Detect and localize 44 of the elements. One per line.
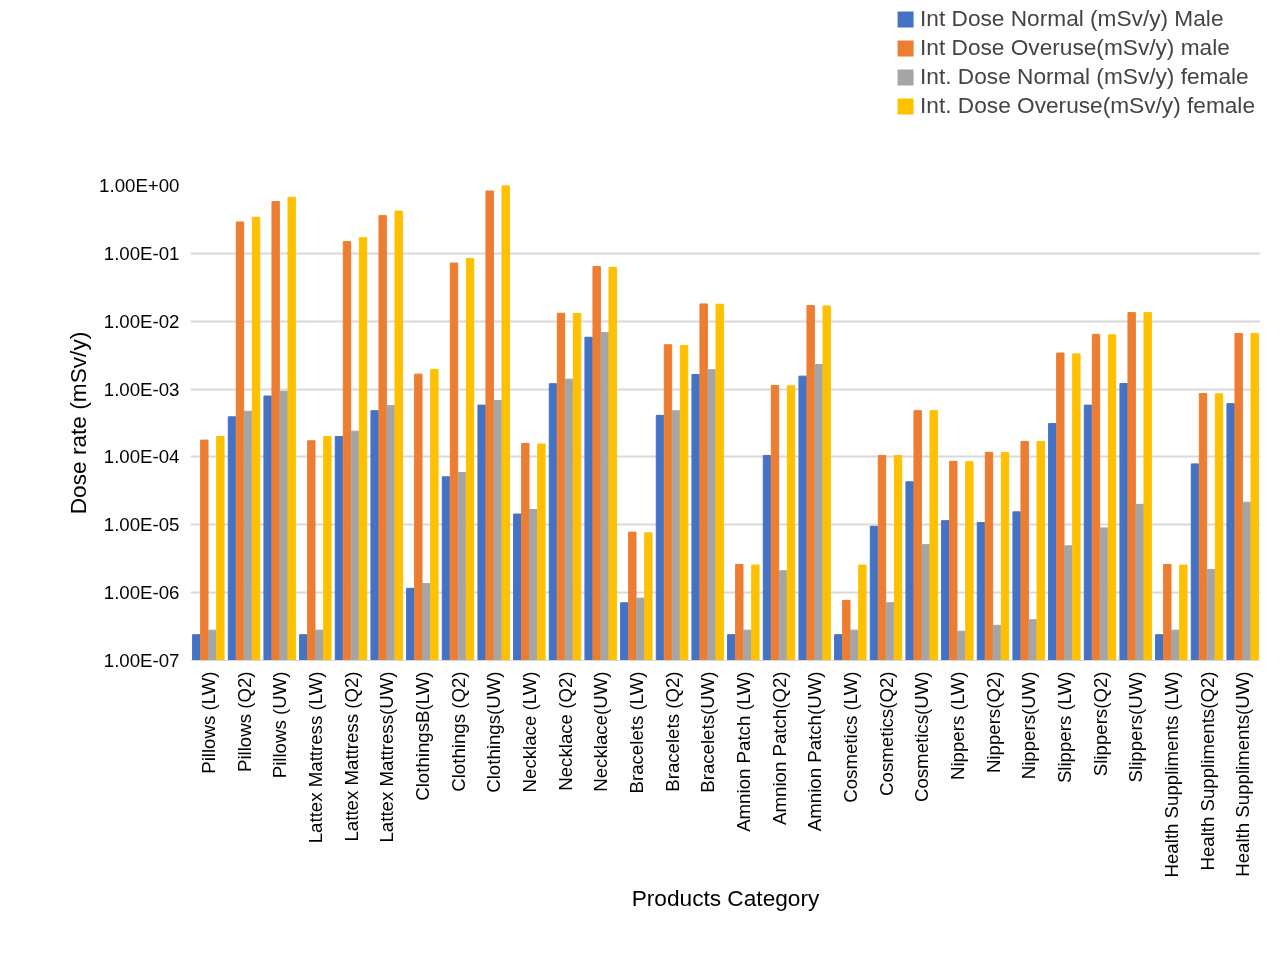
x-tick-label: Health Suppliments(UW) (1232, 671, 1254, 877)
legend-label: Int Dose Normal (mSv/y) Male (920, 5, 1224, 32)
y-axis-title: Dose rate (mSv/y) (65, 331, 92, 515)
x-tick-label: Nippers(Q2) (982, 671, 1004, 774)
x-tick-label: Pillows (UW) (269, 671, 291, 779)
x-tick-label: Lattex Mattress(UW) (376, 671, 398, 843)
x-tick-label: Cosmetics(UW) (911, 671, 933, 803)
x-tick-label: Slippers(UW) (1125, 671, 1147, 783)
x-tick-label: ClothingsB(LW) (411, 671, 433, 801)
x-tick-label: Pillows (LW) (197, 671, 219, 774)
x-tick-label: Necklace (LW) (518, 671, 540, 793)
y-tick-label: 1.00E-07 (103, 650, 180, 671)
y-tick-label: 1.00E-06 (103, 582, 180, 604)
legend-label: Int. Dose Overuse(mSv/y) female (920, 92, 1255, 119)
x-tick-label: Amnion Patch (LW) (732, 671, 754, 832)
x-tick-label: Clothings (Q2) (447, 671, 469, 792)
legend-label: Int. Dose Normal (mSv/y) female (920, 63, 1249, 90)
x-tick-label: Bracelets (LW) (625, 671, 647, 794)
y-tick-label: 1.00E-02 (103, 310, 180, 332)
y-tick-label: 1.00E-03 (103, 378, 180, 400)
y-tick-label: 1.00E-01 (103, 242, 180, 264)
x-tick-label: Necklace(UW) (590, 671, 612, 792)
x-tick-label: Cosmetics (LW) (839, 671, 861, 803)
x-tick-label: Health Suppliments (LW) (1160, 671, 1182, 878)
x-tick-label: Lattex Mattress (Q2) (340, 671, 362, 842)
x-tick-label: Lattex Mattress (LW) (304, 671, 326, 844)
x-tick-label: Cosmetics(Q2) (875, 671, 897, 796)
x-tick-label: Slippers (LW) (1053, 671, 1075, 784)
x-axis-title: Products Category (631, 885, 820, 912)
x-tick-label: Amnion Patch(UW) (804, 671, 826, 832)
x-tick-label: Health Suppliments(Q2) (1196, 671, 1218, 871)
x-tick-label: Pillows (Q2) (233, 671, 255, 773)
x-tick-label: Bracelets (Q2) (661, 671, 683, 792)
x-tick-label: Amnion Patch(Q2) (768, 671, 790, 825)
y-tick-label: 1.00E+00 (99, 175, 180, 196)
x-tick-label: Nippers(UW) (1018, 671, 1040, 780)
x-tick-label: Bracelets(UW) (697, 671, 719, 793)
y-tick-label: 1.00E-04 (103, 446, 180, 468)
x-tick-label: Necklace (Q2) (554, 671, 576, 791)
x-tick-label: Slippers(Q2) (1089, 671, 1111, 777)
y-tick-label: 1.00E-05 (103, 514, 180, 536)
legend-label: Int Dose Overuse(mSv/y) male (920, 34, 1230, 61)
x-tick-label: Nippers (LW) (946, 671, 968, 780)
x-tick-label: Clothings(UW) (483, 671, 505, 793)
